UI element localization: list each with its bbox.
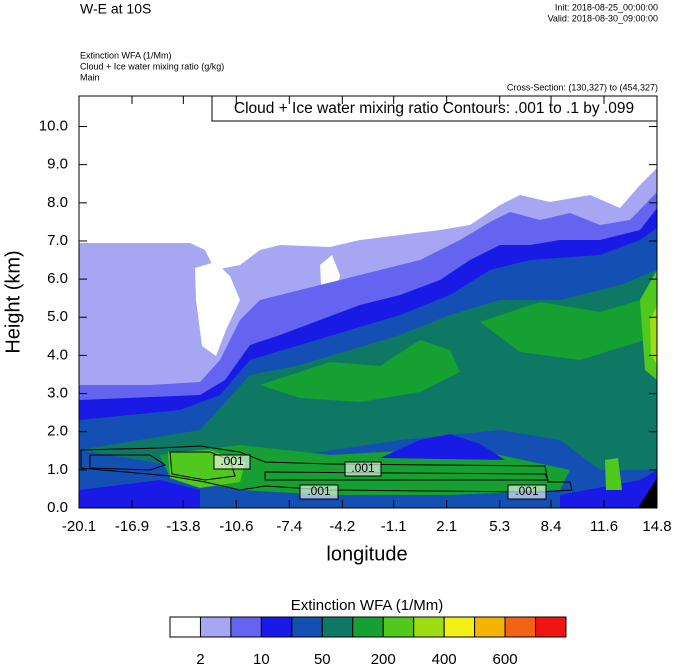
x-tick-label: -10.6 bbox=[219, 518, 253, 535]
field-layer bbox=[638, 478, 657, 508]
y-tick-label: 0.0 bbox=[47, 499, 68, 516]
colorbar-label: 50 bbox=[314, 651, 331, 667]
colorbar-box bbox=[474, 616, 506, 638]
x-axis-label: longitude bbox=[326, 543, 407, 565]
y-axis-label: Height (km) bbox=[2, 250, 24, 353]
x-tick-label: -20.1 bbox=[62, 518, 96, 535]
colorbar-box bbox=[352, 616, 384, 638]
field bbox=[79, 96, 657, 508]
chart-title: W-E at 10S bbox=[80, 1, 151, 17]
colorbar-box bbox=[321, 616, 354, 638]
colorbar-title: Extinction WFA (1/Mm) bbox=[291, 597, 444, 614]
contour-title: Cloud + Ice water mixing ratio (g/kg) bbox=[80, 61, 224, 71]
x-tick-label: -1.1 bbox=[381, 518, 407, 535]
x-tick-label: 11.6 bbox=[590, 518, 618, 535]
y-tick-label: 4.0 bbox=[47, 346, 68, 363]
contour-label: .001 bbox=[220, 454, 244, 468]
x-tick-label: 2.1 bbox=[436, 518, 457, 535]
x-tick-label: -13.8 bbox=[166, 518, 200, 535]
field-title: Extinction WFA (1/Mm) bbox=[80, 50, 172, 60]
field-layer bbox=[650, 305, 657, 365]
field-layer bbox=[195, 215, 340, 356]
y-tick-label: 2.0 bbox=[47, 423, 68, 440]
valid-time: Valid: 2018-08-30_09:00:00 bbox=[548, 13, 658, 23]
colorbar-box bbox=[230, 616, 262, 638]
x-tick-label: 14.8 bbox=[642, 518, 671, 535]
label-box bbox=[344, 461, 382, 477]
colorbar-label: 200 bbox=[371, 651, 396, 667]
x-tick-label: 5.3 bbox=[489, 518, 510, 535]
y-tick-label: 9.0 bbox=[47, 156, 68, 173]
contour-label: .001 bbox=[307, 484, 331, 498]
x-tick-label: -16.9 bbox=[115, 518, 149, 535]
y-tick-label: 7.0 bbox=[47, 232, 68, 249]
colorbar-box bbox=[199, 616, 232, 638]
x-tick-label: -4.2 bbox=[329, 518, 355, 535]
contour-label: .001 bbox=[515, 484, 539, 498]
y-tick-label: 3.0 bbox=[47, 385, 68, 402]
field-layer bbox=[79, 434, 657, 508]
x-tick-label: 8.4 bbox=[541, 518, 562, 535]
y-tick-label: 5.0 bbox=[47, 308, 68, 325]
cross-section: Cross-Section: (130,327) to (454,327) bbox=[507, 82, 658, 92]
contour-info: Cloud + Ice water mixing ratio Contours:… bbox=[234, 100, 634, 117]
contour-lines bbox=[80, 445, 573, 493]
contour-info-box bbox=[211, 95, 658, 122]
colorbar-box bbox=[413, 616, 445, 638]
contour-label: .001 bbox=[351, 461, 375, 475]
colorbar-label: 400 bbox=[432, 651, 457, 667]
run-name: Main bbox=[80, 72, 100, 82]
colorbar-box bbox=[443, 616, 476, 638]
x-tick-label: -7.4 bbox=[276, 518, 302, 535]
colorbar-box bbox=[504, 616, 537, 638]
colorbar-box bbox=[382, 616, 415, 638]
init-time: Init: 2018-08-25_00:00:00 bbox=[555, 2, 658, 12]
y-tick-label: 10.0 bbox=[39, 117, 68, 134]
label-box bbox=[299, 484, 339, 500]
colorbar-box bbox=[291, 616, 323, 638]
colorbar-box bbox=[169, 616, 201, 638]
colorbar-box bbox=[260, 616, 293, 638]
contour-label-box: .001 .001 .001 .001 bbox=[213, 454, 547, 500]
label-box bbox=[507, 484, 547, 500]
field-layer bbox=[160, 300, 645, 495]
y-tick-label: 6.0 bbox=[47, 270, 68, 287]
colorbar-label: 10 bbox=[253, 651, 270, 667]
colorbar-box bbox=[535, 616, 567, 638]
label-box bbox=[213, 454, 251, 470]
y-tick-label: 8.0 bbox=[47, 194, 68, 211]
y-tick-label: 1.0 bbox=[47, 461, 68, 478]
colorbar-label: 600 bbox=[493, 651, 518, 667]
colorbar-label: 2 bbox=[196, 651, 204, 667]
